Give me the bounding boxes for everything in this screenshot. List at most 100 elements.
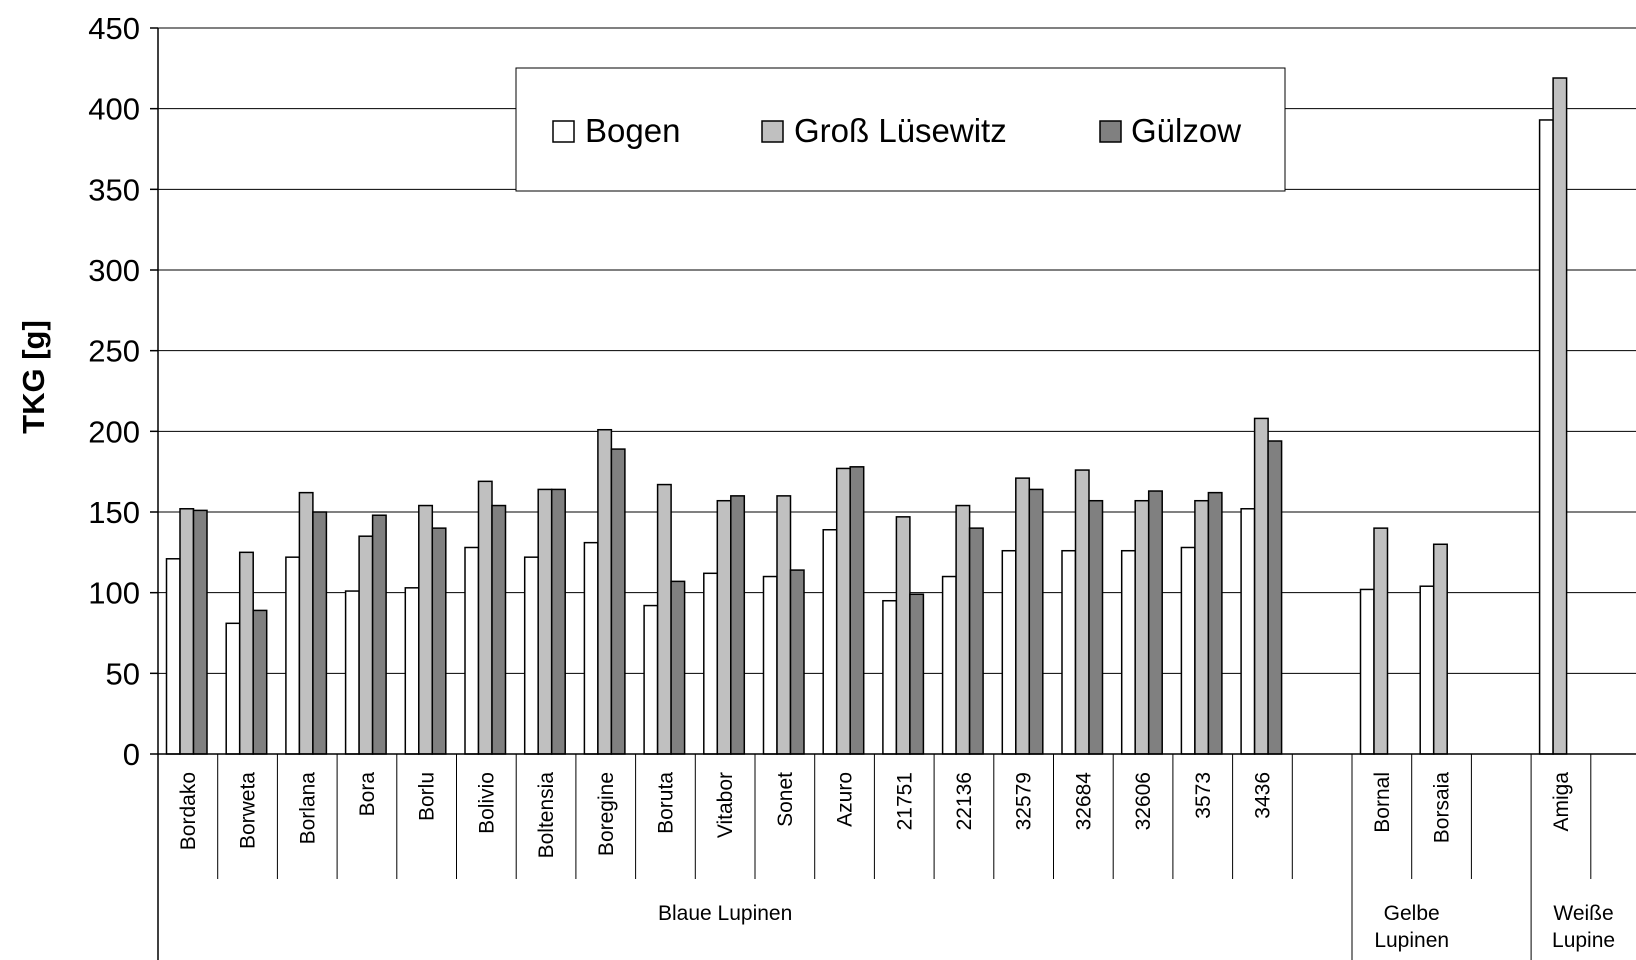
bar xyxy=(1419,585,1435,755)
x-tick-label: Bora xyxy=(356,772,379,817)
x-tick-label: Bornal xyxy=(1371,772,1394,833)
bar xyxy=(312,511,328,755)
y-tick-label: 450 xyxy=(88,11,140,46)
bar xyxy=(298,491,314,755)
bar xyxy=(464,546,480,755)
bar xyxy=(1074,469,1090,755)
bar xyxy=(882,599,898,755)
x-tick-label: Sonet xyxy=(774,772,797,827)
bar xyxy=(1015,477,1031,755)
bar xyxy=(491,504,507,755)
x-tick-label: Borweta xyxy=(237,772,260,849)
bar xyxy=(1240,508,1256,755)
bar xyxy=(1028,488,1044,755)
group-label: Blaue Lupinen xyxy=(658,902,792,925)
x-tick-label: 32579 xyxy=(1013,772,1036,830)
y-tick-label: 300 xyxy=(88,253,140,288)
bar xyxy=(477,480,493,755)
bar xyxy=(776,495,792,755)
x-tick-label: Boruta xyxy=(654,772,677,834)
bar xyxy=(835,467,851,755)
x-tick-label: 32684 xyxy=(1072,772,1095,831)
y-tick-label: 150 xyxy=(88,495,140,530)
x-tick-label: Amiga xyxy=(1550,772,1573,832)
x-tick-label: 3436 xyxy=(1251,772,1274,819)
bar xyxy=(703,572,719,755)
legend: Bogen Groß Lüsewitz Gülzow xyxy=(515,67,1286,192)
bar xyxy=(968,527,984,755)
group-label: Gelbe Lupinen xyxy=(1374,902,1449,952)
x-tick-label: Boltensia xyxy=(535,772,558,859)
y-axis-label: TKG [g] xyxy=(16,320,51,434)
bar xyxy=(822,528,838,755)
group-label: Weiße Lupine xyxy=(1552,902,1615,952)
x-tick-label: Borlana xyxy=(296,772,319,845)
bar xyxy=(1359,588,1375,755)
bar xyxy=(716,499,732,755)
bar xyxy=(955,504,971,755)
bar xyxy=(1552,77,1568,755)
bar xyxy=(252,609,268,755)
bar xyxy=(670,580,686,755)
x-tick-labels: Bordako Borweta Borlana Bora Borlu Bolivio Bol… xyxy=(177,754,1592,879)
legend-label-bogen: Bogen xyxy=(585,112,680,149)
bar xyxy=(789,569,805,755)
bar xyxy=(583,541,599,755)
y-tick-label: 250 xyxy=(88,334,140,369)
axes xyxy=(150,27,1636,960)
y-tick-label: 200 xyxy=(88,414,140,449)
bar xyxy=(1061,549,1077,755)
bar xyxy=(1180,546,1196,755)
x-tick-label: Bordako xyxy=(177,772,200,850)
bar xyxy=(550,488,566,755)
legend-label-gross-luesewitz: Groß Lüsewitz xyxy=(794,112,1007,149)
legend-swatch-bogen xyxy=(552,120,575,143)
x-tick-label: Borlu xyxy=(416,772,439,821)
bar xyxy=(418,504,434,755)
bar xyxy=(1194,499,1210,755)
bar xyxy=(1373,527,1389,755)
bar xyxy=(179,508,195,755)
bar xyxy=(1267,440,1283,755)
bar xyxy=(849,466,865,755)
bar xyxy=(285,556,301,755)
bar xyxy=(165,558,181,755)
bar xyxy=(762,575,778,755)
bar xyxy=(941,575,957,755)
bar xyxy=(1207,491,1223,755)
bar xyxy=(1001,549,1017,755)
category-groups: Blaue Lupinen Gelbe Lupinen Weiße Lupine xyxy=(658,879,1615,960)
bar xyxy=(1134,499,1150,755)
y-tick-label: 50 xyxy=(106,656,140,691)
legend-label-guelzow: Gülzow xyxy=(1131,112,1241,149)
bar xyxy=(1147,490,1163,755)
y-tick-labels: 0 50 100 150 200 250 300 350 400 450 xyxy=(88,11,140,772)
bar xyxy=(1538,119,1554,755)
y-tick-label: 0 xyxy=(123,737,140,772)
x-tick-label: Boregine xyxy=(595,772,618,856)
x-tick-label: Borsaia xyxy=(1431,772,1454,844)
bar xyxy=(404,587,420,755)
x-tick-label: 21751 xyxy=(893,772,916,830)
legend-box xyxy=(515,67,1286,192)
y-tick-label: 100 xyxy=(88,576,140,611)
bar xyxy=(344,590,360,755)
legend-swatch-gross-luesewitz xyxy=(761,120,784,143)
bar xyxy=(1088,499,1104,755)
bar xyxy=(730,495,746,755)
bar xyxy=(537,488,553,755)
bar xyxy=(610,448,626,755)
x-tick-label: 22136 xyxy=(953,772,976,830)
bar xyxy=(192,509,208,755)
bar xyxy=(358,535,374,755)
bar xyxy=(1120,549,1136,755)
bar xyxy=(656,483,672,755)
x-tick-label: Bolivio xyxy=(475,772,498,834)
y-tick-label: 400 xyxy=(88,92,140,127)
bar xyxy=(1432,543,1448,755)
bar xyxy=(643,604,659,755)
bar xyxy=(1253,417,1269,755)
x-tick-label: Azuro xyxy=(834,772,857,827)
bar xyxy=(371,514,387,755)
